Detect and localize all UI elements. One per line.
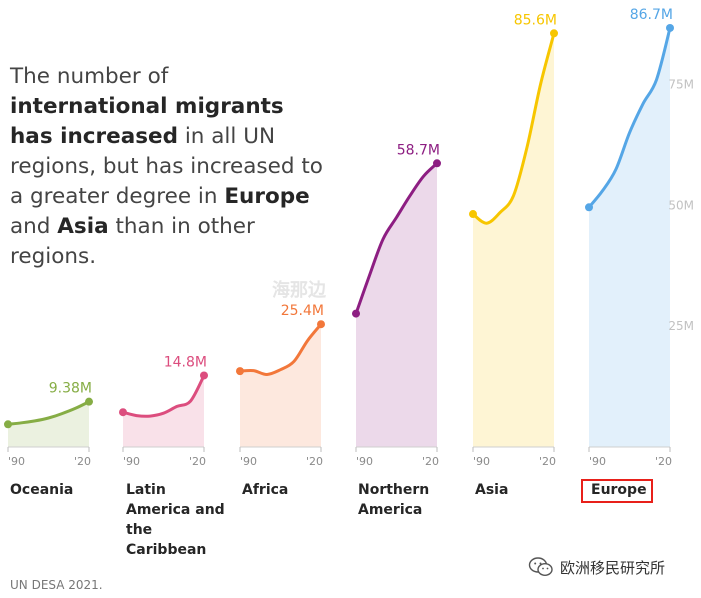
area-fill (356, 163, 437, 448)
headline-part: than in other regions. (10, 214, 255, 269)
end-point (317, 320, 325, 329)
wechat-icon (528, 557, 553, 577)
end-value-label: 86.7M (630, 7, 673, 23)
start-point (4, 420, 12, 429)
start-point (469, 210, 477, 219)
y-tick-label: 50M (668, 198, 694, 212)
y-tick-label: 75M (668, 78, 694, 92)
end-point (433, 159, 441, 168)
headline-part: and (10, 214, 58, 239)
series-asia: 85.6M '90 '20 (469, 12, 558, 468)
x-tick-label: '20 (306, 455, 323, 468)
region-label-africa: Africa (242, 482, 289, 498)
series-line (587, 26, 672, 209)
x-tick-label: '90 (473, 455, 490, 468)
region-label-latin-america: Latin America and the Caribbean (126, 482, 225, 558)
europe-highlight-box (581, 479, 653, 503)
watermark-logo: 海那边 (272, 280, 326, 301)
region-label-asia: Asia (475, 482, 509, 498)
wechat-account: 欧洲移民研究所 (528, 556, 665, 578)
series-line (121, 374, 206, 418)
series-oceania: 9.38M '90 '20 (4, 381, 93, 468)
end-value-label: 58.7M (397, 142, 440, 158)
series-line (6, 400, 91, 426)
end-value-label: 25.4M (281, 303, 324, 319)
region-label-europe: Europe (591, 482, 647, 498)
series-northern-america: 58.7M '90 '20 (352, 142, 441, 468)
x-tick-label: '20 (74, 455, 91, 468)
x-tick-label: '90 (589, 455, 606, 468)
start-point (585, 203, 593, 212)
x-tick-label: '90 (123, 455, 140, 468)
region-label-oceania: Oceania (10, 482, 74, 498)
end-point (550, 29, 558, 38)
area-fill (473, 33, 554, 448)
x-tick-label: '20 (189, 455, 206, 468)
headline-bold: international migrants has increased (10, 94, 284, 149)
series-africa: 25.4M '90 '20 (236, 303, 325, 468)
wechat-account-name: 欧洲移民研究所 (560, 558, 666, 577)
x-tick-label: '90 (240, 455, 257, 468)
y-tick-label: 25M (668, 319, 694, 333)
area-fill (8, 401, 89, 447)
headline-bold: Europe (224, 184, 310, 209)
x-tick-label: '20 (655, 455, 672, 468)
series-line (354, 161, 439, 316)
end-point (85, 397, 93, 406)
chart-headline: The number of international migrants has… (10, 62, 330, 272)
x-tick-label: '90 (8, 455, 25, 468)
area-fill (240, 324, 321, 447)
start-point (236, 367, 244, 376)
region-label-northern-america: Northern America (358, 482, 430, 518)
headline-part: in all UN regions, but has increased to … (10, 124, 323, 209)
headline-part: The number of (10, 64, 169, 89)
series-latin-america-and-the-caribbean: 14.8M '90 '20 (119, 354, 208, 468)
area-fill (123, 375, 204, 447)
end-value-label: 9.38M (49, 381, 92, 397)
end-value-label: 85.6M (514, 12, 557, 28)
start-point (119, 408, 127, 417)
headline-bold: Asia (57, 214, 109, 239)
series-europe: 86.7M '90 '20 (585, 7, 674, 468)
x-tick-label: '90 (356, 455, 373, 468)
series-line (471, 31, 556, 225)
series-line (238, 322, 323, 376)
source-note: UN DESA 2021. (10, 578, 103, 592)
area-fill (589, 27, 670, 448)
end-point (666, 23, 674, 32)
end-value-label: 14.8M (164, 354, 207, 370)
start-point (352, 309, 360, 318)
end-point (200, 371, 208, 380)
x-tick-label: '20 (422, 455, 439, 468)
x-tick-label: '20 (539, 455, 556, 468)
